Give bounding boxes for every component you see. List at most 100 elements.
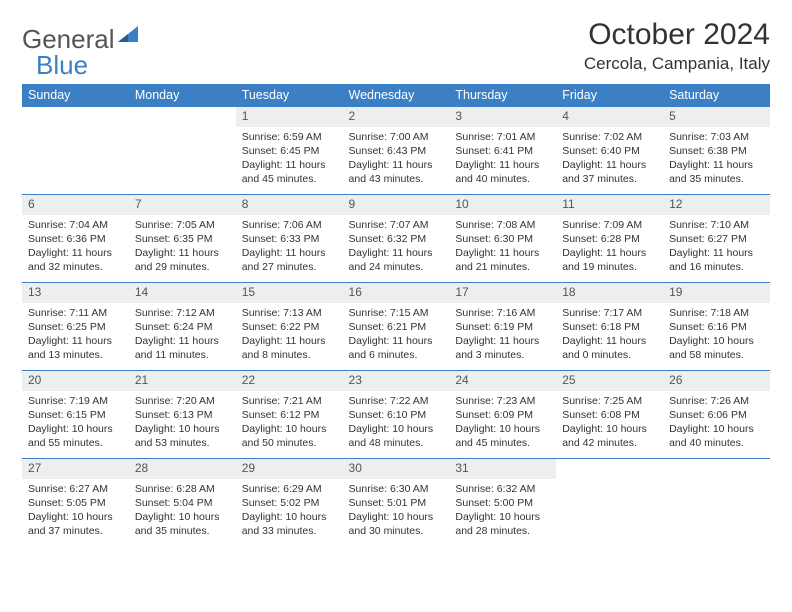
day-details: Sunrise: 7:07 AMSunset: 6:32 PMDaylight:… xyxy=(343,215,450,279)
calendar-day-cell: 9Sunrise: 7:07 AMSunset: 6:32 PMDaylight… xyxy=(343,195,450,283)
day-details: Sunrise: 7:02 AMSunset: 6:40 PMDaylight:… xyxy=(556,127,663,191)
calendar-table: SundayMondayTuesdayWednesdayThursdayFrid… xyxy=(22,84,770,547)
day-details: Sunrise: 7:01 AMSunset: 6:41 PMDaylight:… xyxy=(449,127,556,191)
calendar-day-cell: 1Sunrise: 6:59 AMSunset: 6:45 PMDaylight… xyxy=(236,107,343,195)
calendar-day-cell: 26Sunrise: 7:26 AMSunset: 6:06 PMDayligh… xyxy=(663,371,770,459)
day-details: Sunrise: 7:23 AMSunset: 6:09 PMDaylight:… xyxy=(449,391,556,455)
day-number: 5 xyxy=(663,107,770,127)
day-details: Sunrise: 7:12 AMSunset: 6:24 PMDaylight:… xyxy=(129,303,236,367)
day-number: 22 xyxy=(236,371,343,391)
weekday-header-row: SundayMondayTuesdayWednesdayThursdayFrid… xyxy=(22,84,770,107)
day-number: 24 xyxy=(449,371,556,391)
calendar-week-row: 6Sunrise: 7:04 AMSunset: 6:36 PMDaylight… xyxy=(22,195,770,283)
calendar-empty-cell xyxy=(663,459,770,547)
day-details: Sunrise: 6:30 AMSunset: 5:01 PMDaylight:… xyxy=(343,479,450,543)
header: General October 2024 Cercola, Campania, … xyxy=(22,18,770,74)
day-number: 10 xyxy=(449,195,556,215)
day-number: 14 xyxy=(129,283,236,303)
calendar-day-cell: 21Sunrise: 7:20 AMSunset: 6:13 PMDayligh… xyxy=(129,371,236,459)
day-details: Sunrise: 6:32 AMSunset: 5:00 PMDaylight:… xyxy=(449,479,556,543)
day-number: 17 xyxy=(449,283,556,303)
calendar-day-cell: 30Sunrise: 6:30 AMSunset: 5:01 PMDayligh… xyxy=(343,459,450,547)
day-details: Sunrise: 7:22 AMSunset: 6:10 PMDaylight:… xyxy=(343,391,450,455)
day-details: Sunrise: 7:06 AMSunset: 6:33 PMDaylight:… xyxy=(236,215,343,279)
calendar-day-cell: 20Sunrise: 7:19 AMSunset: 6:15 PMDayligh… xyxy=(22,371,129,459)
calendar-week-row: 1Sunrise: 6:59 AMSunset: 6:45 PMDaylight… xyxy=(22,107,770,195)
calendar-day-cell: 2Sunrise: 7:00 AMSunset: 6:43 PMDaylight… xyxy=(343,107,450,195)
calendar-day-cell: 28Sunrise: 6:28 AMSunset: 5:04 PMDayligh… xyxy=(129,459,236,547)
calendar-week-row: 13Sunrise: 7:11 AMSunset: 6:25 PMDayligh… xyxy=(22,283,770,371)
title-block: October 2024 Cercola, Campania, Italy xyxy=(584,18,770,74)
day-details: Sunrise: 7:19 AMSunset: 6:15 PMDaylight:… xyxy=(22,391,129,455)
calendar-day-cell: 3Sunrise: 7:01 AMSunset: 6:41 PMDaylight… xyxy=(449,107,556,195)
day-number: 18 xyxy=(556,283,663,303)
day-details: Sunrise: 7:16 AMSunset: 6:19 PMDaylight:… xyxy=(449,303,556,367)
calendar-day-cell: 10Sunrise: 7:08 AMSunset: 6:30 PMDayligh… xyxy=(449,195,556,283)
location: Cercola, Campania, Italy xyxy=(584,54,770,74)
day-number: 16 xyxy=(343,283,450,303)
calendar-day-cell: 4Sunrise: 7:02 AMSunset: 6:40 PMDaylight… xyxy=(556,107,663,195)
calendar-empty-cell xyxy=(129,107,236,195)
calendar-day-cell: 5Sunrise: 7:03 AMSunset: 6:38 PMDaylight… xyxy=(663,107,770,195)
day-details: Sunrise: 7:21 AMSunset: 6:12 PMDaylight:… xyxy=(236,391,343,455)
day-details: Sunrise: 7:13 AMSunset: 6:22 PMDaylight:… xyxy=(236,303,343,367)
month-title: October 2024 xyxy=(584,18,770,52)
calendar-day-cell: 17Sunrise: 7:16 AMSunset: 6:19 PMDayligh… xyxy=(449,283,556,371)
day-number: 4 xyxy=(556,107,663,127)
weekday-header: Thursday xyxy=(449,84,556,107)
day-number: 8 xyxy=(236,195,343,215)
day-details: Sunrise: 7:17 AMSunset: 6:18 PMDaylight:… xyxy=(556,303,663,367)
day-number: 28 xyxy=(129,459,236,479)
calendar-day-cell: 19Sunrise: 7:18 AMSunset: 6:16 PMDayligh… xyxy=(663,283,770,371)
weekday-header: Wednesday xyxy=(343,84,450,107)
day-number: 20 xyxy=(22,371,129,391)
weekday-header: Saturday xyxy=(663,84,770,107)
day-details: Sunrise: 7:20 AMSunset: 6:13 PMDaylight:… xyxy=(129,391,236,455)
calendar-week-row: 27Sunrise: 6:27 AMSunset: 5:05 PMDayligh… xyxy=(22,459,770,547)
calendar-day-cell: 7Sunrise: 7:05 AMSunset: 6:35 PMDaylight… xyxy=(129,195,236,283)
calendar-day-cell: 25Sunrise: 7:25 AMSunset: 6:08 PMDayligh… xyxy=(556,371,663,459)
day-details: Sunrise: 7:15 AMSunset: 6:21 PMDaylight:… xyxy=(343,303,450,367)
weekday-header: Tuesday xyxy=(236,84,343,107)
calendar-day-cell: 13Sunrise: 7:11 AMSunset: 6:25 PMDayligh… xyxy=(22,283,129,371)
calendar-day-cell: 22Sunrise: 7:21 AMSunset: 6:12 PMDayligh… xyxy=(236,371,343,459)
day-details: Sunrise: 6:28 AMSunset: 5:04 PMDaylight:… xyxy=(129,479,236,543)
day-number: 6 xyxy=(22,195,129,215)
day-details: Sunrise: 7:05 AMSunset: 6:35 PMDaylight:… xyxy=(129,215,236,279)
calendar-day-cell: 15Sunrise: 7:13 AMSunset: 6:22 PMDayligh… xyxy=(236,283,343,371)
day-details: Sunrise: 7:10 AMSunset: 6:27 PMDaylight:… xyxy=(663,215,770,279)
calendar-day-cell: 27Sunrise: 6:27 AMSunset: 5:05 PMDayligh… xyxy=(22,459,129,547)
day-details: Sunrise: 7:00 AMSunset: 6:43 PMDaylight:… xyxy=(343,127,450,191)
day-details: Sunrise: 6:29 AMSunset: 5:02 PMDaylight:… xyxy=(236,479,343,543)
calendar-day-cell: 23Sunrise: 7:22 AMSunset: 6:10 PMDayligh… xyxy=(343,371,450,459)
day-number: 2 xyxy=(343,107,450,127)
day-number: 3 xyxy=(449,107,556,127)
day-number: 31 xyxy=(449,459,556,479)
calendar-empty-cell xyxy=(22,107,129,195)
day-number: 1 xyxy=(236,107,343,127)
day-details: Sunrise: 7:08 AMSunset: 6:30 PMDaylight:… xyxy=(449,215,556,279)
day-details: Sunrise: 7:04 AMSunset: 6:36 PMDaylight:… xyxy=(22,215,129,279)
calendar-day-cell: 31Sunrise: 6:32 AMSunset: 5:00 PMDayligh… xyxy=(449,459,556,547)
day-details: Sunrise: 7:26 AMSunset: 6:06 PMDaylight:… xyxy=(663,391,770,455)
day-details: Sunrise: 7:09 AMSunset: 6:28 PMDaylight:… xyxy=(556,215,663,279)
calendar-day-cell: 11Sunrise: 7:09 AMSunset: 6:28 PMDayligh… xyxy=(556,195,663,283)
calendar-day-cell: 16Sunrise: 7:15 AMSunset: 6:21 PMDayligh… xyxy=(343,283,450,371)
logo-triangle-icon xyxy=(118,26,138,42)
day-details: Sunrise: 7:03 AMSunset: 6:38 PMDaylight:… xyxy=(663,127,770,191)
calendar-day-cell: 12Sunrise: 7:10 AMSunset: 6:27 PMDayligh… xyxy=(663,195,770,283)
calendar-day-cell: 24Sunrise: 7:23 AMSunset: 6:09 PMDayligh… xyxy=(449,371,556,459)
day-number: 29 xyxy=(236,459,343,479)
weekday-header: Friday xyxy=(556,84,663,107)
calendar-body: 1Sunrise: 6:59 AMSunset: 6:45 PMDaylight… xyxy=(22,107,770,547)
calendar-day-cell: 29Sunrise: 6:29 AMSunset: 5:02 PMDayligh… xyxy=(236,459,343,547)
day-number: 25 xyxy=(556,371,663,391)
day-number: 19 xyxy=(663,283,770,303)
day-details: Sunrise: 6:27 AMSunset: 5:05 PMDaylight:… xyxy=(22,479,129,543)
day-number: 27 xyxy=(22,459,129,479)
day-number: 12 xyxy=(663,195,770,215)
day-number: 15 xyxy=(236,283,343,303)
calendar-day-cell: 6Sunrise: 7:04 AMSunset: 6:36 PMDaylight… xyxy=(22,195,129,283)
calendar-empty-cell xyxy=(556,459,663,547)
day-details: Sunrise: 6:59 AMSunset: 6:45 PMDaylight:… xyxy=(236,127,343,191)
